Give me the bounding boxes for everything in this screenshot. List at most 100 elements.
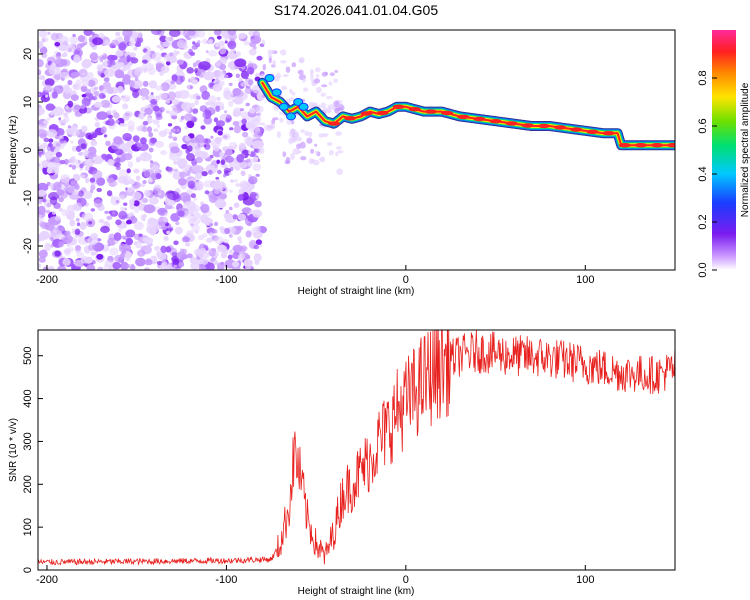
noise-speckle (170, 80, 176, 85)
noise-speckle (245, 137, 253, 147)
noise-speckle (238, 162, 248, 169)
noise-speckle (122, 103, 129, 110)
noise-speckle (130, 263, 135, 268)
noise-speckle (106, 190, 113, 197)
noise-speckle (47, 266, 55, 270)
noise-speckle (167, 190, 180, 201)
noise-speckle (120, 261, 129, 270)
noise-speckle (255, 112, 261, 117)
noise-speckle (139, 152, 152, 162)
noise-speckle (169, 109, 179, 117)
noise-speckle (223, 90, 234, 101)
noise-speckle (210, 138, 221, 148)
noise-speckle (133, 221, 144, 231)
noise-speckle (160, 65, 170, 74)
noise-speckle (228, 100, 234, 107)
noise-speckle (169, 52, 174, 57)
noise-speckle (77, 160, 81, 164)
noise-speckle (232, 89, 244, 98)
spectrogram-x-tick-label: 100 (576, 274, 594, 286)
noise-speckle (115, 119, 120, 124)
noise-speckle (296, 150, 302, 154)
noise-speckle (43, 125, 47, 129)
spectrogram-y-label: Frequency (Hz) (8, 116, 19, 185)
noise-speckle (216, 35, 222, 40)
noise-speckle (121, 94, 131, 103)
noise-speckle (229, 179, 235, 183)
noise-speckle (155, 85, 163, 91)
noise-speckle (90, 184, 96, 191)
noise-speckle (69, 219, 76, 227)
noise-speckle (101, 55, 108, 60)
noise-speckle (279, 117, 284, 123)
noise-speckle (107, 159, 114, 166)
noise-speckle (168, 227, 173, 232)
noise-speckle (218, 70, 226, 80)
noise-speckle (84, 159, 92, 166)
noise-speckle (74, 184, 81, 191)
noise-speckle (240, 81, 247, 87)
noise-speckle (44, 84, 52, 91)
noise-speckle (225, 209, 229, 214)
spectrogram-ridge-blob (570, 127, 583, 132)
noise-speckle (168, 131, 173, 136)
noise-speckle (133, 200, 140, 207)
noise-speckle (79, 167, 84, 171)
noise-speckle (75, 244, 81, 251)
noise-speckle (123, 202, 128, 206)
noise-speckle (309, 69, 314, 74)
noise-speckle (159, 45, 165, 51)
noise-speckle (198, 61, 211, 71)
noise-speckle (119, 194, 126, 200)
noise-speckle (153, 128, 159, 133)
noise-speckle (183, 210, 194, 219)
noise-speckle (150, 98, 158, 105)
noise-speckle (213, 30, 222, 36)
noise-speckle (216, 159, 220, 164)
noise-speckle (38, 41, 44, 49)
noise-speckle (113, 161, 121, 168)
noise-speckle (49, 196, 58, 206)
noise-speckle (192, 41, 196, 45)
noise-speckle (213, 229, 218, 234)
noise-speckle (234, 144, 238, 149)
noise-speckle (232, 112, 237, 117)
noise-speckle (71, 145, 77, 152)
noise-speckle (219, 193, 227, 200)
noise-speckle (195, 147, 201, 153)
noise-speckle (291, 91, 296, 96)
noise-speckle (214, 236, 224, 245)
noise-speckle (73, 54, 81, 63)
noise-speckle (232, 214, 238, 220)
noise-speckle (51, 106, 64, 117)
noise-speckle (229, 127, 234, 131)
noise-speckle (156, 250, 163, 258)
noise-speckle (88, 221, 93, 225)
noise-speckle (143, 204, 156, 214)
noise-speckle (212, 83, 223, 92)
noise-speckle (80, 256, 90, 264)
noise-speckle (133, 168, 139, 174)
noise-speckle (298, 58, 305, 63)
noise-speckle (318, 157, 325, 161)
noise-speckle (92, 170, 103, 180)
snr-x-tick-label: 0 (403, 574, 409, 586)
noise-speckle (81, 125, 88, 133)
noise-speckle (98, 218, 105, 224)
noise-speckle (180, 115, 185, 120)
spectrogram-ridge-blob (618, 143, 631, 148)
spectrogram-onset-blob (278, 102, 289, 111)
noise-speckle (81, 97, 91, 107)
noise-speckle (255, 239, 262, 245)
noise-speckle (140, 214, 146, 221)
noise-speckle (146, 222, 151, 228)
snr-y-tick-label: 500 (22, 347, 34, 365)
noise-speckle (166, 110, 170, 114)
noise-speckle (100, 99, 111, 108)
snr-y-tick-label: 0 (22, 567, 34, 573)
noise-speckle (114, 69, 125, 79)
noise-speckle (125, 264, 130, 269)
noise-speckle (231, 98, 237, 103)
noise-speckle (126, 58, 131, 63)
noise-speckle (219, 105, 225, 110)
